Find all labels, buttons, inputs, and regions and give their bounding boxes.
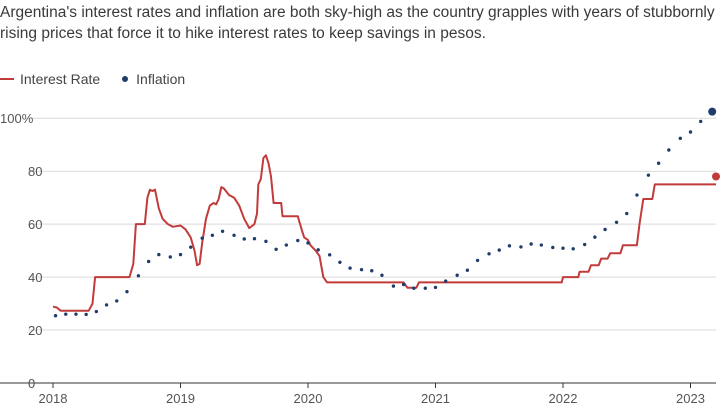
y-tick-label-4: 80 bbox=[28, 164, 42, 179]
inflation-point-38 bbox=[455, 273, 459, 277]
x-tick-label-3: 2021 bbox=[421, 391, 450, 406]
inflation-point-32 bbox=[391, 284, 396, 288]
inflation-point-20 bbox=[264, 239, 268, 244]
inflation-point-44 bbox=[519, 245, 523, 249]
inflation-point-19 bbox=[252, 237, 257, 241]
inflation-point-50 bbox=[582, 242, 587, 247]
inflation-point-55 bbox=[635, 193, 639, 197]
inflation-point-9 bbox=[146, 259, 151, 264]
y-tick-label-3: 60 bbox=[28, 217, 42, 232]
inflation-point-15 bbox=[210, 233, 215, 237]
y-tick-label-1: 20 bbox=[28, 323, 42, 338]
inflation-point-36 bbox=[433, 285, 438, 290]
inflation-point-57 bbox=[656, 161, 661, 165]
inflation-point-61 bbox=[699, 119, 703, 124]
x-tick-label-2: 2020 bbox=[294, 391, 323, 406]
x-axis: 2018 2019 2020 2021 2022 2023 bbox=[39, 383, 705, 406]
inflation-point-12 bbox=[178, 252, 183, 257]
inflation-point-2 bbox=[74, 312, 78, 316]
inflation-point-37 bbox=[444, 279, 448, 283]
inflation-point-56 bbox=[646, 173, 651, 177]
legend-swatch-inflation bbox=[122, 76, 129, 82]
inflation-point-11 bbox=[168, 255, 172, 259]
x-tick-label-1: 2019 bbox=[166, 391, 195, 406]
inflation-point-0 bbox=[53, 314, 58, 318]
inflation-point-51 bbox=[593, 235, 597, 239]
inflation-point-23 bbox=[296, 238, 300, 243]
x-tick-label-0: 2018 bbox=[39, 391, 68, 406]
inflation-point-4 bbox=[94, 309, 99, 314]
series-inflation-end-marker bbox=[708, 107, 717, 116]
legend-item-inflation: Inflation bbox=[122, 71, 185, 87]
y-tick-label-5: 100% bbox=[0, 111, 34, 126]
y-tick-label-0: 0 bbox=[28, 376, 35, 391]
inflation-point-41 bbox=[487, 252, 491, 256]
x-tick-label-5: 2023 bbox=[676, 391, 705, 406]
inflation-point-16 bbox=[220, 229, 225, 233]
inflation-point-43 bbox=[507, 244, 512, 248]
chart-subtitle: Argentina's interest rates and inflation… bbox=[0, 4, 715, 42]
y-tick-label-2: 40 bbox=[28, 270, 42, 285]
inflation-point-6 bbox=[115, 299, 119, 303]
inflation-point-8 bbox=[136, 274, 141, 278]
inflation-point-25 bbox=[316, 248, 320, 252]
inflation-point-52 bbox=[603, 227, 607, 232]
inflation-point-26 bbox=[327, 253, 332, 257]
inflation-point-59 bbox=[678, 136, 682, 141]
inflation-point-53 bbox=[614, 220, 619, 224]
y-axis: 0 20 40 60 80 100% bbox=[0, 111, 42, 391]
inflation-point-21 bbox=[274, 247, 278, 251]
gridlines bbox=[0, 117, 716, 384]
inflation-point-30 bbox=[370, 269, 374, 273]
legend-label-inflation: Inflation bbox=[136, 71, 186, 87]
inflation-point-17 bbox=[232, 233, 236, 237]
legend-item-interest-rate: Interest Rate bbox=[0, 71, 100, 87]
inflation-point-3 bbox=[84, 312, 88, 317]
legend: Interest Rate Inflation bbox=[0, 70, 207, 88]
inflation-point-10 bbox=[157, 252, 161, 257]
inflation-point-60 bbox=[688, 130, 693, 134]
inflation-point-7 bbox=[125, 289, 129, 294]
inflation-point-1 bbox=[64, 312, 68, 316]
inflation-point-31 bbox=[380, 273, 384, 277]
series-interest-rate-end-marker bbox=[712, 172, 720, 181]
inflation-point-5 bbox=[104, 303, 109, 307]
inflation-point-13 bbox=[189, 245, 193, 249]
inflation-point-14 bbox=[200, 236, 204, 240]
series-interest-rate-line bbox=[52, 154, 716, 312]
inflation-point-42 bbox=[497, 248, 501, 252]
inflation-point-35 bbox=[423, 286, 427, 290]
inflation-point-40 bbox=[475, 258, 480, 263]
legend-label-interest-rate: Interest Rate bbox=[20, 71, 101, 87]
inflation-point-28 bbox=[348, 266, 352, 270]
inflation-point-46 bbox=[539, 243, 544, 247]
inflation-point-22 bbox=[284, 243, 289, 247]
inflation-point-29 bbox=[359, 267, 364, 272]
legend-swatch-interest-rate bbox=[0, 78, 14, 80]
inflation-point-54 bbox=[625, 211, 629, 216]
inflation-point-39 bbox=[465, 268, 470, 272]
inflation-point-45 bbox=[529, 242, 533, 246]
inflation-point-24 bbox=[306, 241, 310, 245]
inflation-point-34 bbox=[412, 286, 416, 290]
inflation-point-48 bbox=[561, 246, 565, 250]
inflation-point-47 bbox=[551, 245, 555, 250]
inflation-point-49 bbox=[571, 247, 575, 251]
inflation-point-58 bbox=[667, 148, 671, 152]
series-layer bbox=[52, 107, 720, 318]
inflation-point-33 bbox=[401, 282, 406, 287]
inflation-point-18 bbox=[242, 237, 246, 241]
inflation-point-27 bbox=[338, 260, 342, 264]
x-tick-label-4: 2022 bbox=[549, 391, 578, 406]
